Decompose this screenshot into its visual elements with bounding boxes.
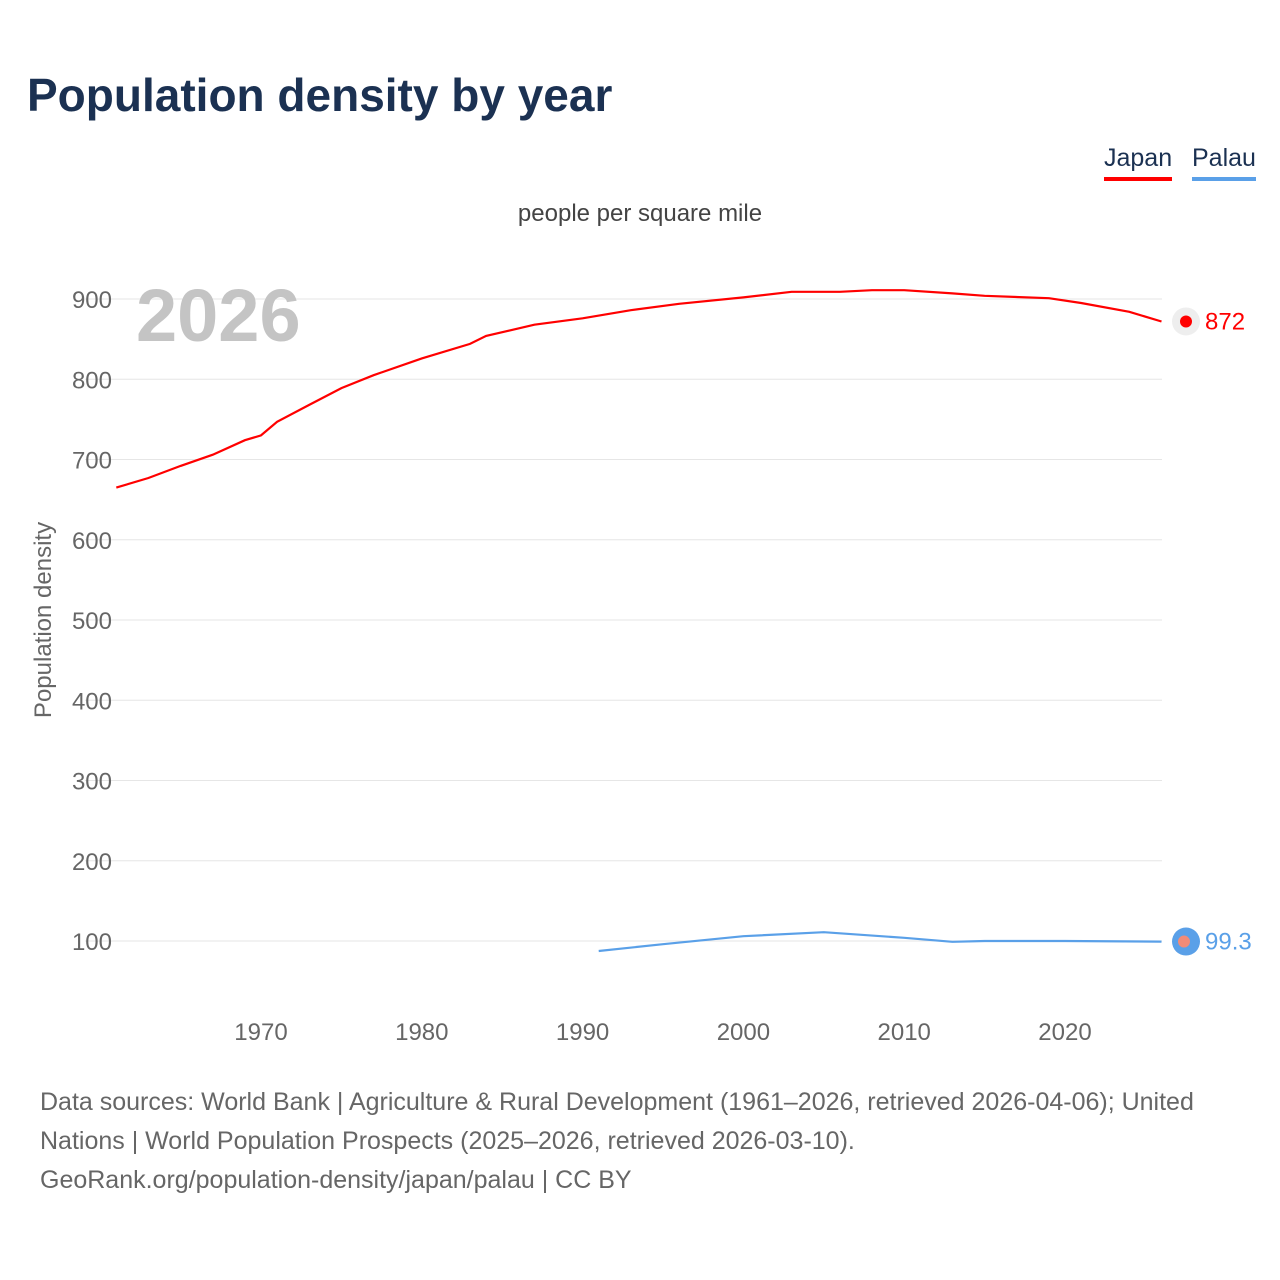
end-label-japan: 872 bbox=[1205, 308, 1245, 335]
end-label-palau: 99.3 bbox=[1205, 929, 1252, 956]
line-chart: 100 200 300 400 500 600 700 800 900 1970 1980 1990 2… bbox=[30, 200, 1252, 1046]
footer: Data sources: World Bank | Agriculture &… bbox=[40, 1083, 1250, 1200]
x-tick-label: 2010 bbox=[878, 1019, 931, 1046]
y-tick-label: 400 bbox=[72, 688, 112, 715]
x-tick-label: 1990 bbox=[556, 1019, 609, 1046]
y-tick-label: 500 bbox=[72, 608, 112, 635]
y-tick-label: 200 bbox=[72, 849, 112, 876]
end-marker-japan bbox=[1180, 315, 1192, 328]
series-line-japan bbox=[115, 289, 1162, 489]
y-tick-label: 700 bbox=[72, 448, 112, 475]
x-tick-label: 1970 bbox=[234, 1019, 287, 1046]
y-tick-label: 900 bbox=[72, 287, 112, 314]
legend-japan[interactable]: Japan bbox=[1104, 144, 1173, 181]
x-tick-label: 2020 bbox=[1038, 1019, 1091, 1046]
y-tick-label: 800 bbox=[72, 367, 112, 394]
data-sources: Data sources: World Bank | Agriculture &… bbox=[40, 1088, 1194, 1155]
x-tick-label: 2000 bbox=[717, 1019, 770, 1046]
legend-palau[interactable]: Palau bbox=[1192, 144, 1256, 181]
chart-title: Population density by year bbox=[27, 69, 613, 121]
y-axis-label: Population density bbox=[30, 522, 57, 718]
y-tick-label: 100 bbox=[72, 929, 112, 956]
y-tick-label: 300 bbox=[72, 769, 112, 796]
chart-subtitle: people per square mile bbox=[518, 200, 762, 227]
source-link[interactable]: GeoRank.org/population-density/japan/pal… bbox=[40, 1166, 632, 1194]
x-tick-label: 1980 bbox=[395, 1019, 448, 1046]
y-tick-label: 600 bbox=[72, 528, 112, 555]
year-watermark: 2026 bbox=[136, 274, 301, 357]
series-line-palau bbox=[598, 931, 1162, 953]
end-marker-palau bbox=[1178, 935, 1190, 948]
